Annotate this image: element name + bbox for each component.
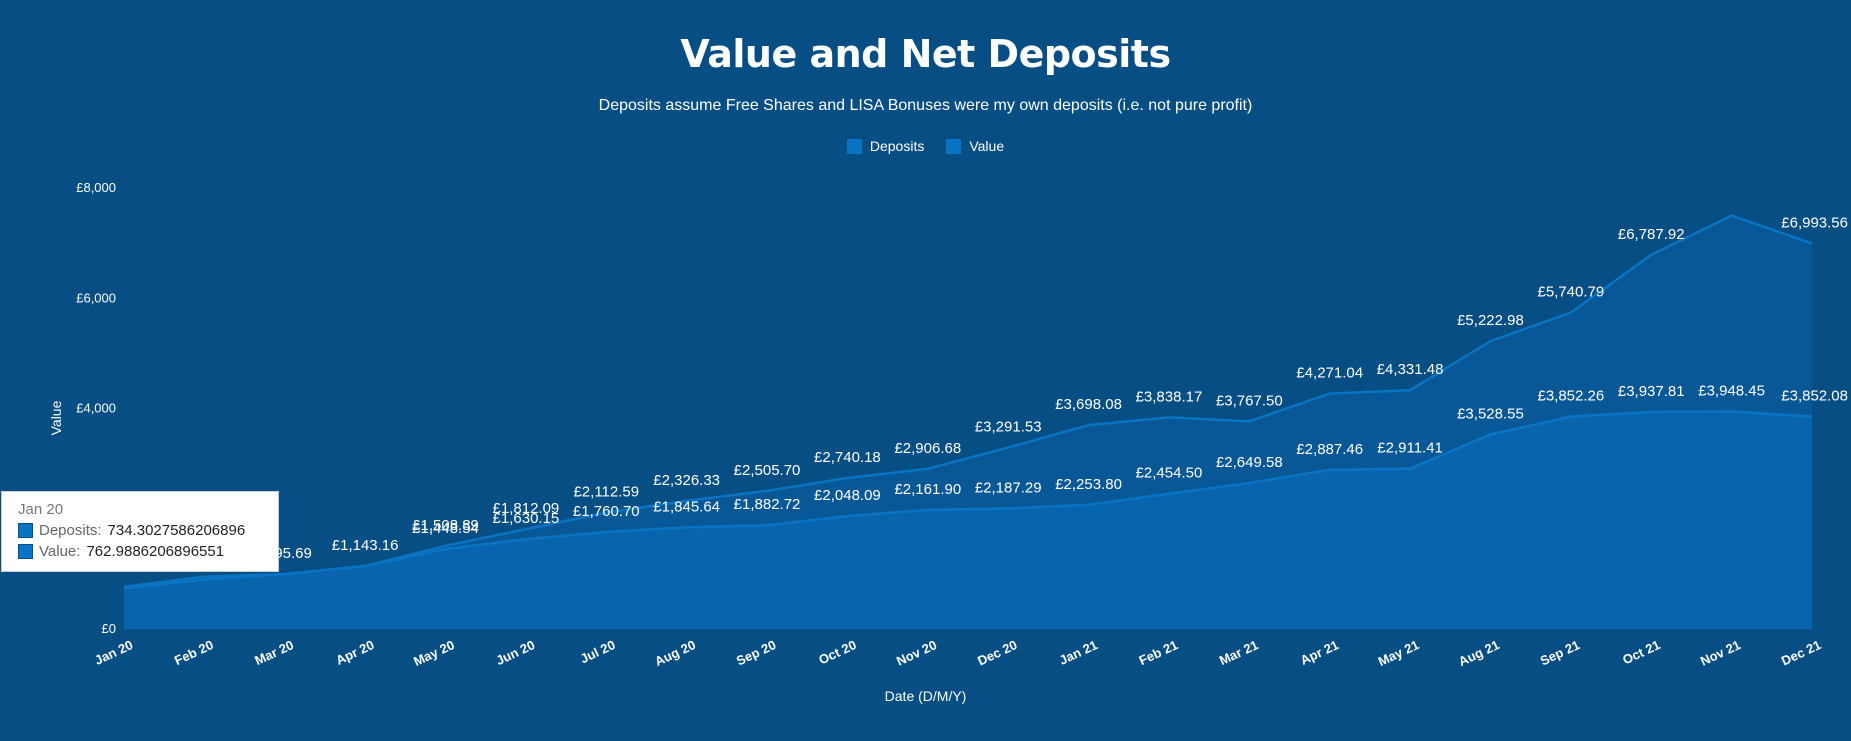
value-data-label: £3,767.50 (1216, 392, 1283, 409)
x-tick-label: Aug 20 (652, 637, 698, 669)
x-tick-label: Jun 20 (494, 637, 538, 668)
deposits-data-label: £3,528.55 (1457, 405, 1524, 422)
y-tick-label: £8,000 (76, 180, 116, 195)
deposits-data-label: £2,048.09 (814, 487, 881, 504)
legend-item-deposits[interactable]: Deposits (846, 138, 925, 154)
value-data-label: £2,112.59 (573, 484, 639, 501)
tooltip-header: Jan 20 (18, 501, 64, 518)
deposits-data-label: £2,187.29 (975, 479, 1042, 496)
value-data-label: £2,906.68 (894, 440, 961, 457)
x-tick-label: Apr 21 (1298, 637, 1341, 668)
x-tick-label: Mar 21 (1217, 637, 1261, 668)
value-data-label: £2,326.33 (653, 472, 720, 489)
value-data-label: £3,291.53 (975, 419, 1042, 436)
x-tick-label: Dec 21 (1779, 637, 1823, 668)
value-data-label: £2,740.18 (814, 449, 881, 466)
x-tick-label: Oct 20 (816, 637, 858, 667)
deposits-data-label: £1,845.64 (653, 498, 720, 515)
deposits-data-label: £3,852.08 (1781, 388, 1848, 405)
legend-swatch-value (946, 138, 962, 154)
tooltip-value-value: 762.9886206896551 (86, 543, 225, 560)
legend: Deposits Value (0, 138, 1851, 154)
x-tick-label: Aug 21 (1456, 637, 1502, 669)
value-data-label: £1,508.89 (412, 517, 479, 534)
chart-subtitle: Deposits assume Free Shares and LISA Bon… (598, 97, 1253, 114)
deposits-series-area (124, 411, 1812, 629)
legend-label-value: Value (969, 138, 1005, 154)
legend-swatch-deposits (846, 138, 862, 154)
value-data-label: £1,812.09 (493, 500, 560, 517)
tooltip-value-deposits: 734.3027586206896 (107, 522, 246, 539)
tooltip: Jan 20 Deposits: 734.3027586206896 Value… (1, 491, 279, 572)
x-tick-label: Mar 20 (252, 637, 296, 668)
deposits-data-label: £1,448.54 (412, 520, 479, 537)
value-data-label: £2,505.70 (734, 462, 801, 479)
y-axis-title: Value (48, 400, 64, 436)
tooltip-label-value: Value (39, 543, 77, 560)
legend-item-value[interactable]: Value (946, 138, 1004, 154)
deposits-data-label: £2,887.46 (1296, 441, 1363, 458)
value-data-label: £6,787.92 (1618, 226, 1685, 243)
value-data-label: £5,222.98 (1457, 312, 1524, 329)
value-series-line (123, 214, 1813, 589)
x-tick-label: Jan 21 (1057, 637, 1100, 668)
value-data-label: £4,271.04 (1296, 365, 1363, 382)
x-tick-label: Sep 21 (1538, 637, 1582, 668)
deposits-series-line (123, 410, 1813, 590)
y-tick-label: £0 (102, 621, 116, 636)
value-data-label: £3,838.17 (1136, 388, 1203, 405)
x-tick-label: Nov 21 (1698, 637, 1743, 669)
tooltip-swatch-value (18, 544, 33, 559)
deposits-data-label: £2,253.80 (1055, 476, 1122, 493)
x-axis-title: Date (D/M/Y) (884, 688, 967, 704)
tooltip-label-deposits: Deposits (39, 522, 98, 539)
deposits-data-label: £2,649.58 (1216, 454, 1283, 471)
value-data-label: £1,143.16 (332, 537, 399, 554)
deposits-data-label: £3,852.26 (1537, 388, 1604, 405)
deposits-data-label: £2,161.90 (894, 481, 961, 498)
y-tick-label: £6,000 (76, 290, 116, 305)
y-tick-label: £4,000 (76, 401, 116, 416)
deposits-data-label: £3,937.81 (1618, 383, 1685, 400)
x-tick-label: Nov 20 (894, 637, 939, 669)
value-data-label: £3,698.08 (1055, 396, 1122, 413)
x-tick-label: May 20 (411, 637, 457, 669)
tooltip-swatch-deposits (18, 523, 33, 538)
deposits-data-label: £3,948.45 (1698, 382, 1765, 399)
deposits-data-label: £1,882.72 (734, 496, 801, 513)
deposits-data-label: £1,760.70 (573, 503, 640, 520)
tooltip-row-value: Value: 762.9886206896551 (18, 543, 262, 560)
x-tick-label: Apr 20 (333, 637, 376, 668)
x-tick-label: Feb 21 (1137, 637, 1181, 668)
legend-label-deposits: Deposits (869, 138, 925, 154)
deposits-data-label: £1,630.15 (493, 510, 560, 527)
value-data-label: £4,331.48 (1377, 361, 1444, 378)
chart-title: Value and Net Deposits (680, 32, 1171, 76)
x-tick-label: Jul 20 (578, 637, 618, 666)
x-tick-label: Dec 20 (975, 637, 1019, 668)
x-tick-label: Feb 20 (172, 637, 216, 668)
value-data-label: £5,740.79 (1537, 284, 1604, 301)
x-tick-label: Sep 20 (734, 637, 778, 668)
deposits-data-label: £2,454.50 (1136, 465, 1203, 482)
x-tick-label: Oct 21 (1620, 637, 1662, 667)
tooltip-row-deposits: Deposits: 734.3027586206896 (18, 522, 262, 539)
deposits-data-label: £2,911.41 (1377, 440, 1443, 457)
value-data-label: £6,993.56 (1781, 214, 1848, 231)
x-tick-label: Jan 20 (92, 637, 135, 668)
x-tick-label: May 21 (1376, 637, 1422, 669)
